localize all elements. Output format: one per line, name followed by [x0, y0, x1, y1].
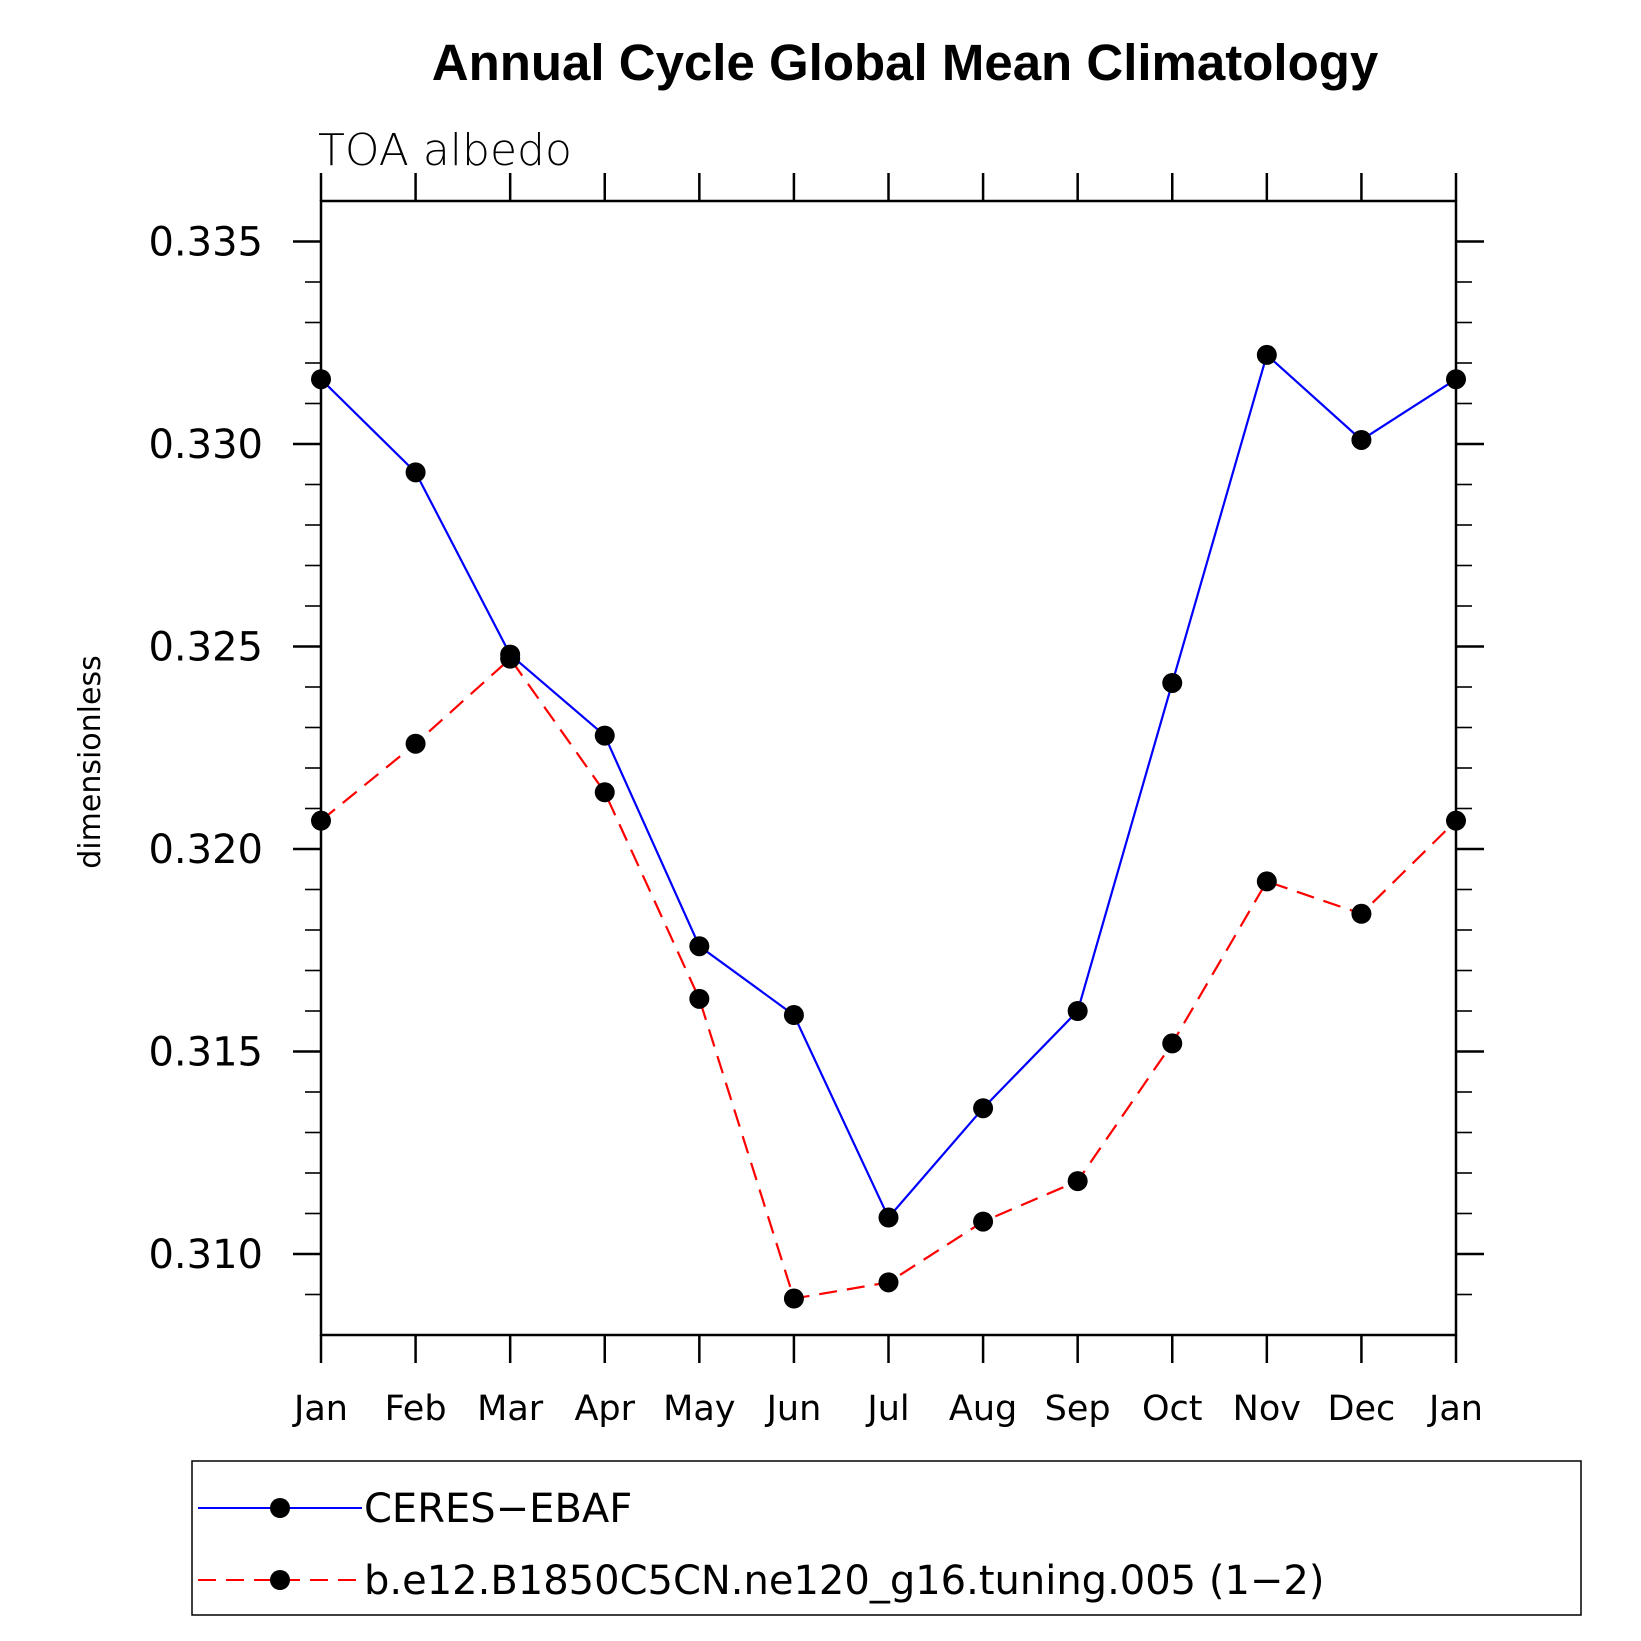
series-ceres-ebaf: [311, 344, 1466, 1228]
x-tick-label: Jun: [765, 1389, 822, 1429]
chart-title: Annual Cycle Global Mean Climatology: [432, 34, 1379, 91]
x-tick-label: Aug: [949, 1389, 1017, 1429]
data-point: [783, 1005, 804, 1026]
data-point: [1256, 344, 1277, 365]
data-point: [1446, 369, 1466, 390]
data-point: [405, 462, 426, 483]
legend: CERES−EBAF b.e12.B1850C5CN.ne120_g16.tun…: [191, 1460, 1582, 1616]
x-tick-label: Mar: [477, 1389, 544, 1429]
data-point: [878, 1272, 899, 1293]
axes: Jan Feb Mar Apr May Jun Jul Aug Sep Oct Nov Dec Jan 0…: [148, 173, 1484, 1429]
data-point: [311, 810, 331, 831]
data-point: [689, 988, 710, 1009]
legend-marker-ceres-ebaf: [270, 1498, 290, 1518]
data-point: [1067, 1001, 1088, 1021]
data-point: [1162, 1033, 1183, 1054]
data-point: [1162, 672, 1183, 693]
series-line: [320, 352, 1457, 1220]
data-point: [1351, 903, 1372, 924]
data-point: [689, 936, 710, 957]
x-tick-label: Nov: [1233, 1389, 1301, 1429]
data-point: [783, 1288, 804, 1309]
y-axis-label: dimensionless: [73, 655, 108, 868]
data-point: [500, 648, 521, 669]
x-tick-label: Sep: [1045, 1389, 1111, 1429]
data-point: [1256, 871, 1277, 892]
x-tick-label: May: [663, 1389, 735, 1429]
data-point: [973, 1098, 994, 1119]
series-line: [320, 657, 1457, 1300]
y-tick-label: 0.310: [148, 1232, 263, 1278]
x-tick-label: Jan: [292, 1389, 348, 1429]
data-point: [405, 733, 426, 754]
series-model: [311, 648, 1466, 1309]
x-tick-label: Jul: [865, 1389, 909, 1429]
data-point: [311, 369, 331, 390]
chart-subtitle: TOA albedo: [318, 125, 572, 176]
y-tick-label: 0.335: [148, 220, 263, 266]
legend-box: [191, 1460, 1582, 1616]
x-tick-label: Jan: [1427, 1389, 1483, 1429]
y-tick-label: 0.320: [148, 827, 263, 873]
x-tick-label: Feb: [385, 1389, 447, 1429]
data-point: [1351, 429, 1372, 450]
data-point: [1446, 810, 1466, 831]
legend-label-model: b.e12.B1850C5CN.ne120_g16.tuning.005 (1−…: [364, 1558, 1324, 1604]
y-tick-label: 0.325: [148, 625, 263, 671]
legend-marker-model: [270, 1570, 290, 1590]
y-tick-label: 0.330: [148, 422, 263, 468]
x-tick-label: Apr: [574, 1389, 635, 1429]
x-tick-label: Oct: [1142, 1389, 1203, 1429]
y-tick-label: 0.315: [148, 1030, 263, 1076]
data-point: [878, 1207, 899, 1228]
data-point: [594, 782, 615, 803]
data-point: [1067, 1171, 1088, 1192]
data-point: [594, 725, 615, 746]
legend-label-ceres-ebaf: CERES−EBAF: [364, 1486, 632, 1532]
data-point: [973, 1211, 994, 1232]
series-layer: [311, 344, 1466, 1309]
x-tick-label: Dec: [1328, 1389, 1396, 1429]
